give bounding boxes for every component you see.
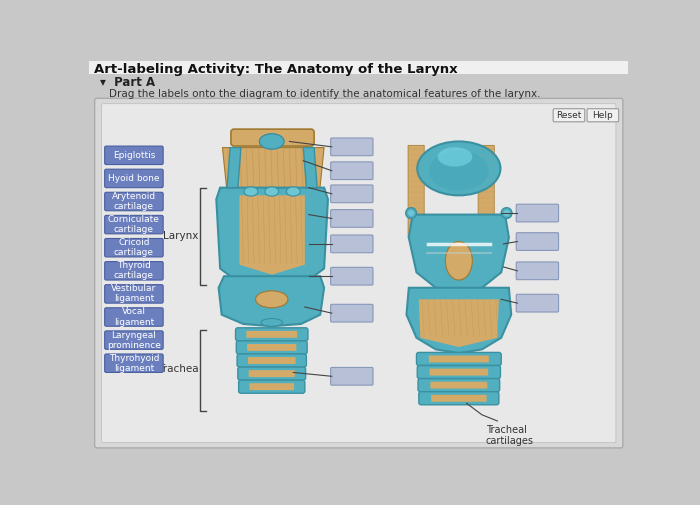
FancyBboxPatch shape [330, 210, 373, 227]
FancyBboxPatch shape [330, 138, 373, 156]
FancyBboxPatch shape [239, 380, 305, 393]
FancyBboxPatch shape [105, 192, 163, 211]
FancyBboxPatch shape [330, 185, 373, 203]
Text: Thyrohyoid
ligament: Thyrohyoid ligament [108, 354, 159, 373]
Polygon shape [227, 147, 241, 188]
Polygon shape [303, 147, 317, 188]
Text: Cricoid
cartilage: Cricoid cartilage [114, 238, 154, 257]
FancyBboxPatch shape [516, 294, 559, 312]
FancyBboxPatch shape [553, 109, 584, 122]
FancyBboxPatch shape [249, 383, 294, 390]
Text: ▾  Part A: ▾ Part A [100, 76, 155, 89]
FancyBboxPatch shape [417, 366, 500, 379]
Ellipse shape [501, 208, 512, 219]
FancyBboxPatch shape [330, 267, 373, 285]
FancyBboxPatch shape [102, 104, 616, 442]
Ellipse shape [417, 141, 500, 195]
Text: Thyroid
cartilage: Thyroid cartilage [114, 261, 154, 280]
FancyBboxPatch shape [430, 382, 487, 389]
Polygon shape [408, 145, 424, 238]
FancyBboxPatch shape [105, 285, 163, 303]
Text: Vocal
ligament: Vocal ligament [114, 308, 154, 327]
Ellipse shape [260, 134, 284, 149]
FancyBboxPatch shape [105, 331, 163, 349]
Text: Vestibular
ligament: Vestibular ligament [111, 284, 157, 304]
FancyBboxPatch shape [237, 341, 307, 354]
Ellipse shape [429, 150, 489, 191]
FancyBboxPatch shape [330, 162, 373, 180]
Polygon shape [478, 145, 494, 238]
FancyBboxPatch shape [418, 379, 500, 392]
FancyBboxPatch shape [105, 262, 163, 280]
FancyBboxPatch shape [248, 370, 295, 377]
Text: Trachea: Trachea [158, 364, 199, 374]
FancyBboxPatch shape [330, 368, 373, 385]
Polygon shape [218, 276, 324, 326]
Ellipse shape [261, 319, 283, 326]
FancyBboxPatch shape [419, 392, 499, 405]
FancyBboxPatch shape [238, 367, 306, 380]
FancyBboxPatch shape [330, 235, 373, 252]
FancyBboxPatch shape [429, 356, 489, 363]
Ellipse shape [503, 210, 510, 216]
FancyBboxPatch shape [105, 354, 163, 373]
FancyBboxPatch shape [516, 262, 559, 280]
FancyBboxPatch shape [237, 354, 307, 367]
Text: Arytenoid
cartilage: Arytenoid cartilage [112, 192, 156, 211]
FancyBboxPatch shape [330, 305, 373, 322]
FancyBboxPatch shape [105, 238, 163, 257]
Text: Reset: Reset [556, 111, 582, 120]
Ellipse shape [408, 210, 414, 216]
FancyBboxPatch shape [416, 352, 501, 366]
Text: Tracheal
cartilages: Tracheal cartilages [486, 425, 534, 446]
Ellipse shape [445, 241, 472, 280]
Text: Larynx: Larynx [163, 231, 199, 241]
FancyBboxPatch shape [430, 369, 488, 376]
FancyBboxPatch shape [94, 98, 623, 448]
Text: Help: Help [592, 111, 613, 120]
Polygon shape [407, 288, 511, 353]
FancyBboxPatch shape [231, 129, 314, 146]
FancyBboxPatch shape [431, 395, 486, 401]
FancyBboxPatch shape [516, 233, 559, 250]
FancyBboxPatch shape [247, 344, 296, 351]
Text: Epiglottis: Epiglottis [113, 151, 155, 160]
FancyBboxPatch shape [235, 328, 308, 341]
Ellipse shape [256, 291, 288, 308]
Polygon shape [419, 299, 499, 347]
Polygon shape [223, 147, 324, 222]
FancyBboxPatch shape [248, 357, 295, 364]
FancyBboxPatch shape [246, 331, 297, 338]
Ellipse shape [406, 208, 416, 219]
FancyBboxPatch shape [105, 308, 163, 326]
FancyBboxPatch shape [105, 215, 163, 234]
Text: Corniculate
cartilage: Corniculate cartilage [108, 215, 160, 234]
Polygon shape [216, 188, 328, 285]
Polygon shape [409, 215, 509, 293]
Ellipse shape [438, 147, 472, 167]
Text: Art-labeling Activity: The Anatomy of the Larynx: Art-labeling Activity: The Anatomy of th… [94, 63, 458, 76]
Text: Drag the labels onto the diagram to identify the anatomical features of the lary: Drag the labels onto the diagram to iden… [109, 89, 541, 98]
Text: Laryngeal
prominence: Laryngeal prominence [107, 331, 161, 349]
FancyBboxPatch shape [90, 61, 629, 74]
FancyBboxPatch shape [516, 204, 559, 222]
FancyBboxPatch shape [587, 109, 619, 122]
Text: Hyoid bone: Hyoid bone [108, 174, 160, 183]
Ellipse shape [286, 187, 300, 196]
FancyBboxPatch shape [105, 146, 163, 165]
Ellipse shape [244, 187, 258, 196]
Polygon shape [239, 195, 305, 275]
FancyBboxPatch shape [105, 169, 163, 188]
Ellipse shape [265, 187, 279, 196]
